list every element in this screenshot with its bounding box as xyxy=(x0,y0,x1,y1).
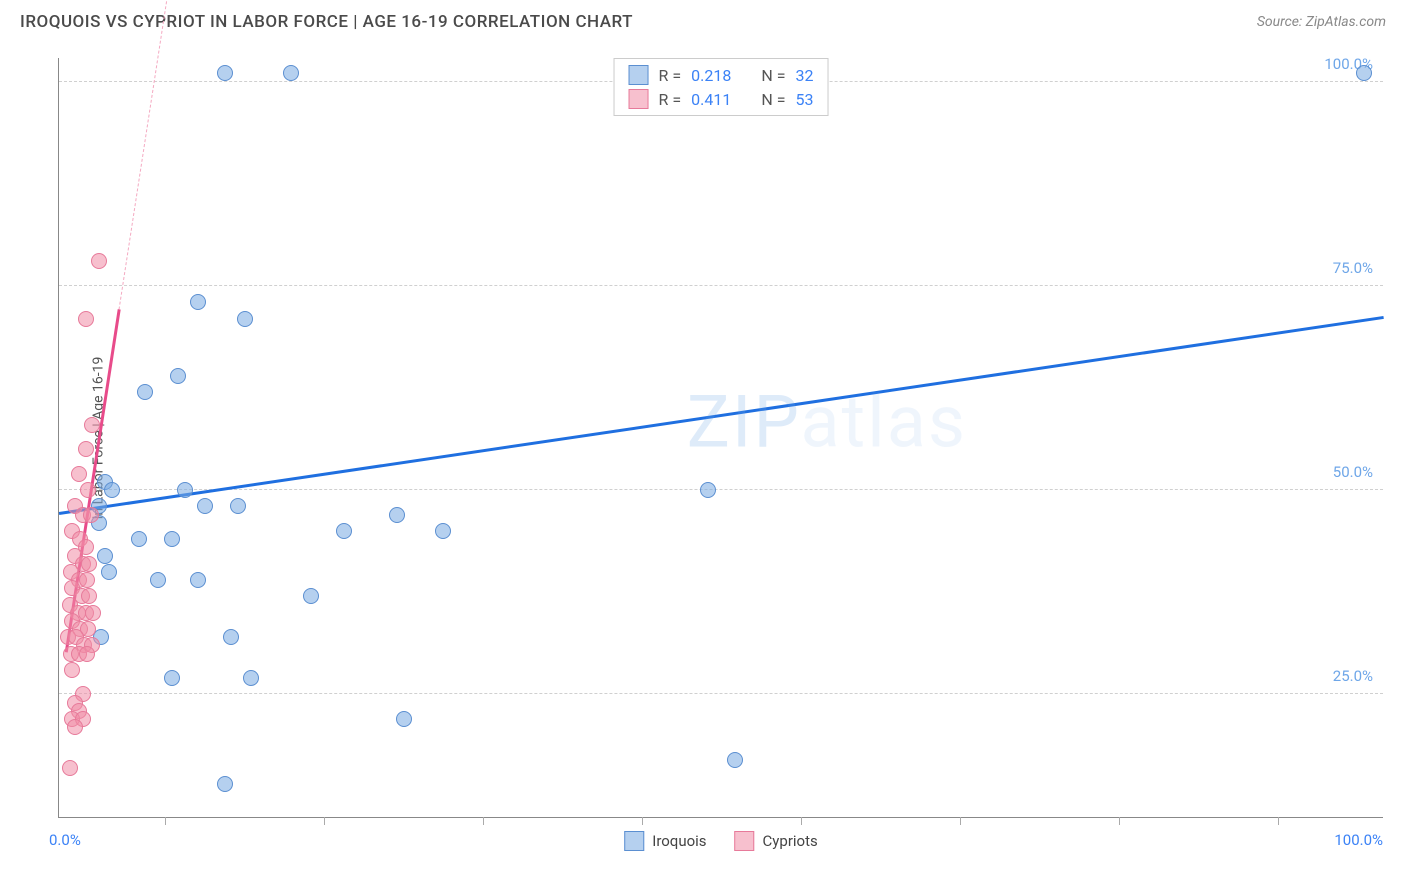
x-tick xyxy=(483,817,484,825)
correlation-legend-row: R = 0.411 N = 53 xyxy=(629,87,814,111)
x-tick xyxy=(801,817,802,825)
gridline xyxy=(59,285,1383,286)
scatter-point xyxy=(83,507,99,523)
scatter-point xyxy=(79,572,95,588)
n-value: 53 xyxy=(795,90,813,109)
chart-plot-area: In Labor Force | Age 16-19 25.0%50.0%75.… xyxy=(58,58,1383,818)
y-tick-label: 75.0% xyxy=(1333,259,1373,277)
x-tick xyxy=(165,817,166,825)
scatter-point xyxy=(197,498,213,514)
scatter-point xyxy=(81,556,97,572)
series-legend-label: Cypriots xyxy=(763,832,818,850)
x-tick xyxy=(1119,817,1120,825)
x-tick xyxy=(642,817,643,825)
scatter-point xyxy=(97,548,113,564)
scatter-point xyxy=(164,531,180,547)
gridline xyxy=(59,693,1383,694)
gridline xyxy=(59,489,1383,490)
trendline-extension xyxy=(118,0,198,310)
y-tick-label: 25.0% xyxy=(1333,667,1373,685)
n-value: 32 xyxy=(795,66,813,85)
watermark-part1: ZIP xyxy=(687,380,801,465)
scatter-point xyxy=(150,572,166,588)
scatter-point xyxy=(79,646,95,662)
scatter-point xyxy=(389,507,405,523)
scatter-point xyxy=(81,588,97,604)
scatter-point xyxy=(137,384,153,400)
y-tick-label: 50.0% xyxy=(1333,463,1373,481)
x-axis-max-label: 100.0% xyxy=(1334,831,1383,849)
correlation-legend-row: R = 0.218 N = 32 xyxy=(629,63,814,87)
series-legend-item: Iroquois xyxy=(624,831,706,851)
watermark-part2: atlas xyxy=(801,380,968,465)
trendline xyxy=(59,316,1384,515)
scatter-point xyxy=(700,482,716,498)
scatter-point xyxy=(190,572,206,588)
scatter-point xyxy=(1356,65,1372,81)
scatter-point xyxy=(190,294,206,310)
scatter-point xyxy=(104,482,120,498)
scatter-point xyxy=(177,482,193,498)
scatter-point xyxy=(435,523,451,539)
scatter-point xyxy=(727,752,743,768)
scatter-point xyxy=(85,605,101,621)
scatter-point xyxy=(336,523,352,539)
n-label: N = xyxy=(761,66,785,85)
watermark: ZIPatlas xyxy=(687,380,967,465)
series-legend-item: Cypriots xyxy=(735,831,818,851)
r-label: R = xyxy=(659,90,682,109)
scatter-point xyxy=(71,466,87,482)
r-value: 0.218 xyxy=(691,66,731,85)
n-label: N = xyxy=(761,90,785,109)
x-tick xyxy=(1278,817,1279,825)
legend-swatch xyxy=(629,89,649,109)
x-axis-min-label: 0.0% xyxy=(49,831,81,849)
scatter-point xyxy=(78,441,94,457)
scatter-point xyxy=(101,564,117,580)
legend-swatch xyxy=(629,65,649,85)
scatter-point xyxy=(223,629,239,645)
chart-header: IROQUOIS VS CYPRIOT IN LABOR FORCE | AGE… xyxy=(0,0,1406,40)
scatter-point xyxy=(230,498,246,514)
scatter-point xyxy=(80,482,96,498)
scatter-point xyxy=(84,417,100,433)
r-label: R = xyxy=(659,66,682,85)
legend-swatch xyxy=(735,831,755,851)
x-tick xyxy=(960,817,961,825)
scatter-point xyxy=(64,662,80,678)
series-legend: Iroquois Cypriots xyxy=(624,831,818,851)
scatter-point xyxy=(396,711,412,727)
scatter-point xyxy=(62,760,78,776)
correlation-legend: R = 0.218 N = 32 R = 0.411 N = 53 xyxy=(614,58,829,116)
scatter-point xyxy=(170,368,186,384)
chart-title: IROQUOIS VS CYPRIOT IN LABOR FORCE | AGE… xyxy=(20,12,633,32)
scatter-point xyxy=(243,670,259,686)
scatter-point xyxy=(283,65,299,81)
x-tick xyxy=(324,817,325,825)
chart-source: Source: ZipAtlas.com xyxy=(1257,14,1386,30)
scatter-point xyxy=(91,253,107,269)
scatter-point xyxy=(237,311,253,327)
legend-swatch xyxy=(624,831,644,851)
scatter-point xyxy=(164,670,180,686)
r-value: 0.411 xyxy=(691,90,731,109)
series-legend-label: Iroquois xyxy=(652,832,706,850)
scatter-point xyxy=(131,531,147,547)
scatter-point xyxy=(67,719,83,735)
scatter-point xyxy=(78,311,94,327)
scatter-point xyxy=(217,65,233,81)
scatter-point xyxy=(303,588,319,604)
scatter-point xyxy=(217,776,233,792)
